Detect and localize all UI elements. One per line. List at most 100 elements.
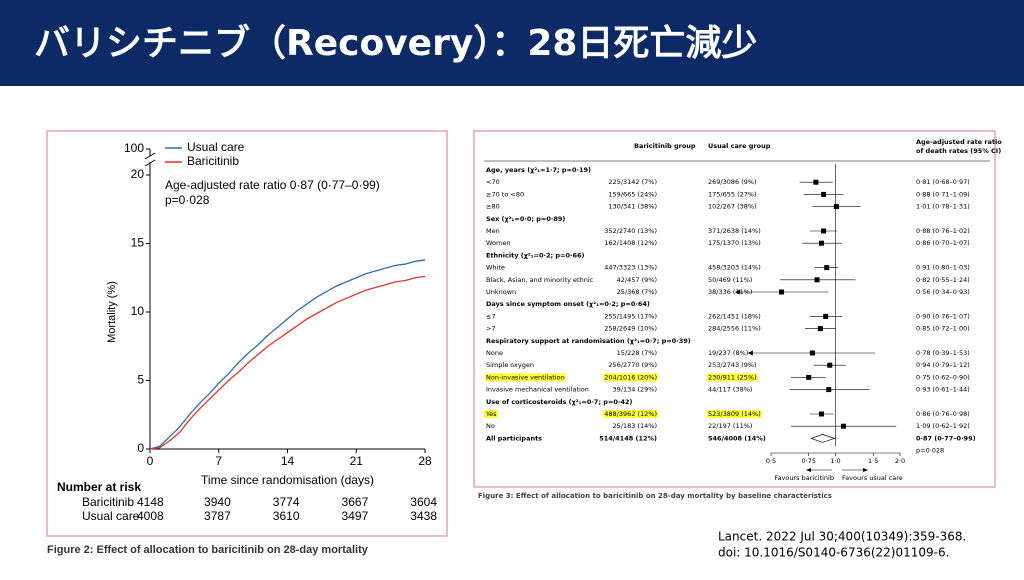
row-label: Invasive mechanical ventilation	[486, 386, 589, 394]
figure-caption: Figure 3: Effect of allocation to barici…	[478, 492, 832, 500]
row-label: All participants	[486, 434, 542, 442]
risk-row-label: Usual care	[82, 509, 140, 523]
ci-label: 0·88 (0·76–1·02)	[916, 227, 970, 235]
risk-count: 3497	[342, 509, 369, 523]
row-label: Women	[486, 239, 510, 247]
estimate-square	[826, 387, 832, 393]
row-label: Black, Asian, and minority ethnic	[486, 276, 594, 284]
header-bar	[0, 0, 1024, 86]
ci-label: 0·78 (0·39–1·53)	[916, 349, 970, 357]
estimate-square	[809, 350, 815, 356]
row-label: None	[486, 349, 503, 357]
highlight	[707, 410, 762, 418]
estimate-square	[824, 265, 830, 271]
count-cell: 44/117 (38%)	[708, 386, 752, 394]
risk-row-label: Baricitinib	[82, 495, 134, 509]
direction-label: Favours baricitinib	[774, 474, 834, 482]
legend-label: Usual care	[187, 140, 245, 154]
count-cell: 22/197 (11%)	[708, 422, 752, 430]
count-cell: 42/457 (9%)	[617, 276, 657, 284]
annotation: Age-adjusted rate ratio 0·87 (0·77–0·99)	[165, 178, 380, 192]
ci-arrow	[747, 350, 753, 356]
count-cell: 39/134 (29%)	[613, 386, 657, 394]
y-tick-label: 10	[131, 304, 145, 318]
x-tick-label: 0	[147, 454, 154, 468]
estimate-square	[813, 179, 819, 185]
highlight	[484, 410, 499, 418]
count-cell: 447/3323 (13%)	[604, 264, 657, 272]
estimate-square	[814, 277, 820, 283]
x-tick-label: 1·5	[868, 457, 878, 465]
row-label: White	[486, 264, 505, 272]
count-cell: 225/3142 (7%)	[608, 178, 657, 186]
annotation: p=0·028	[165, 193, 210, 207]
section-label: Ethnicity (χ²₁=0·2; p=0·66)	[486, 251, 585, 259]
count-cell: 253/2743 (9%)	[708, 361, 757, 369]
ci-label: 0·85 (0·72–1·00)	[916, 325, 970, 333]
risk-count: 3940	[204, 495, 231, 509]
arrow-head	[806, 468, 811, 472]
series-line	[149, 259, 426, 450]
risk-count: 3438	[410, 509, 437, 523]
citation: doi: 10.1016/S0140-6736(22)01109-6.	[718, 546, 949, 560]
section-label: Days since symptom onset (χ²₁=0·2; p=0·6…	[486, 300, 650, 308]
forest-plot: Baricitinib group Usual care group Age-adj…	[478, 138, 1002, 500]
risk-count: 3774	[273, 495, 300, 509]
figure-caption: Figure 2: Effect of allocation to barici…	[47, 544, 369, 556]
ci-label: 0·86 (0·76–0·98)	[916, 410, 970, 418]
count-cell: 38/336 (11%)	[708, 288, 752, 296]
count-cell: 159/665 (24%)	[608, 190, 657, 198]
count-cell: 130/341 (38%)	[608, 203, 657, 211]
x-tick-label: 28	[418, 454, 432, 468]
x-tick-label: 14	[281, 454, 295, 468]
count-cell: 256/2770 (9%)	[608, 361, 657, 369]
count-cell: 255/1495 (17%)	[604, 312, 657, 320]
citation: Lancet. 2022 Jul 30;400(10349):359-368.	[718, 530, 966, 544]
figure-frame	[46, 130, 448, 537]
count-cell: 15/228 (7%)	[617, 349, 657, 357]
count-cell: 269/3086 (9%)	[708, 178, 757, 186]
count-cell: 488/3962 (12%)	[604, 410, 657, 418]
ci-label: 0·94 (0·79–1·12)	[916, 361, 970, 369]
section-label: Use of corticosteroids (χ²₁=0·7; p=0·42)	[486, 398, 632, 406]
arrow-head	[863, 468, 868, 472]
count-cell: 25/183 (14%)	[613, 422, 657, 430]
column-header: Usual care group	[708, 142, 771, 150]
x-tick-label: 2·0	[895, 457, 905, 465]
estimate-square	[841, 423, 847, 429]
count-cell: 352/2740 (13%)	[604, 227, 657, 235]
row-label: ≥80	[486, 203, 500, 211]
y-axis-label: Mortality (%)	[106, 281, 118, 343]
row-label: Yes	[485, 410, 497, 418]
count-cell: 230/911 (25%)	[708, 373, 757, 381]
count-cell: 50/469 (11%)	[708, 276, 752, 284]
count-cell: 25/368 (7%)	[617, 288, 657, 296]
row-label: Simple oxygen	[486, 361, 534, 369]
row-label: Non-invasive ventilation	[486, 373, 565, 381]
x-tick-label: 0·5	[766, 457, 776, 465]
y-tick-label: 15	[131, 236, 145, 250]
section-label: Sex (χ²₁=0·0; p=0·89)	[486, 215, 565, 223]
row-label: Unknown	[486, 288, 516, 296]
highlight	[603, 410, 658, 418]
estimate-square	[823, 313, 829, 319]
estimate-square	[818, 240, 824, 246]
y-tick-label: 100	[124, 141, 144, 155]
ci-label: 0·93 (0·61–1·44)	[916, 386, 970, 394]
section-label: Age, years (χ²₁=1·7; p=0·19)	[486, 166, 591, 174]
legend-label: Baricitinib	[187, 154, 239, 168]
risk-count: 4008	[137, 509, 164, 523]
count-cell: 371/2638 (14%)	[708, 227, 761, 235]
risk-count: 3604	[410, 495, 437, 509]
count-cell: 19/237 (8%)	[708, 349, 748, 357]
count-cell: 175/655 (27%)	[708, 190, 757, 198]
ci-arrow	[735, 289, 741, 295]
risk-count: 3610	[273, 509, 300, 523]
count-cell: 514/4148 (12%)	[599, 434, 657, 442]
estimate-square	[818, 411, 824, 417]
ci-label: 0·82 (0·55–1·24)	[916, 276, 970, 284]
ci-label: 0·87 (0·77–0·99)	[916, 434, 976, 442]
x-tick-label: 21	[350, 454, 364, 468]
row-label: ≤7	[486, 312, 496, 320]
